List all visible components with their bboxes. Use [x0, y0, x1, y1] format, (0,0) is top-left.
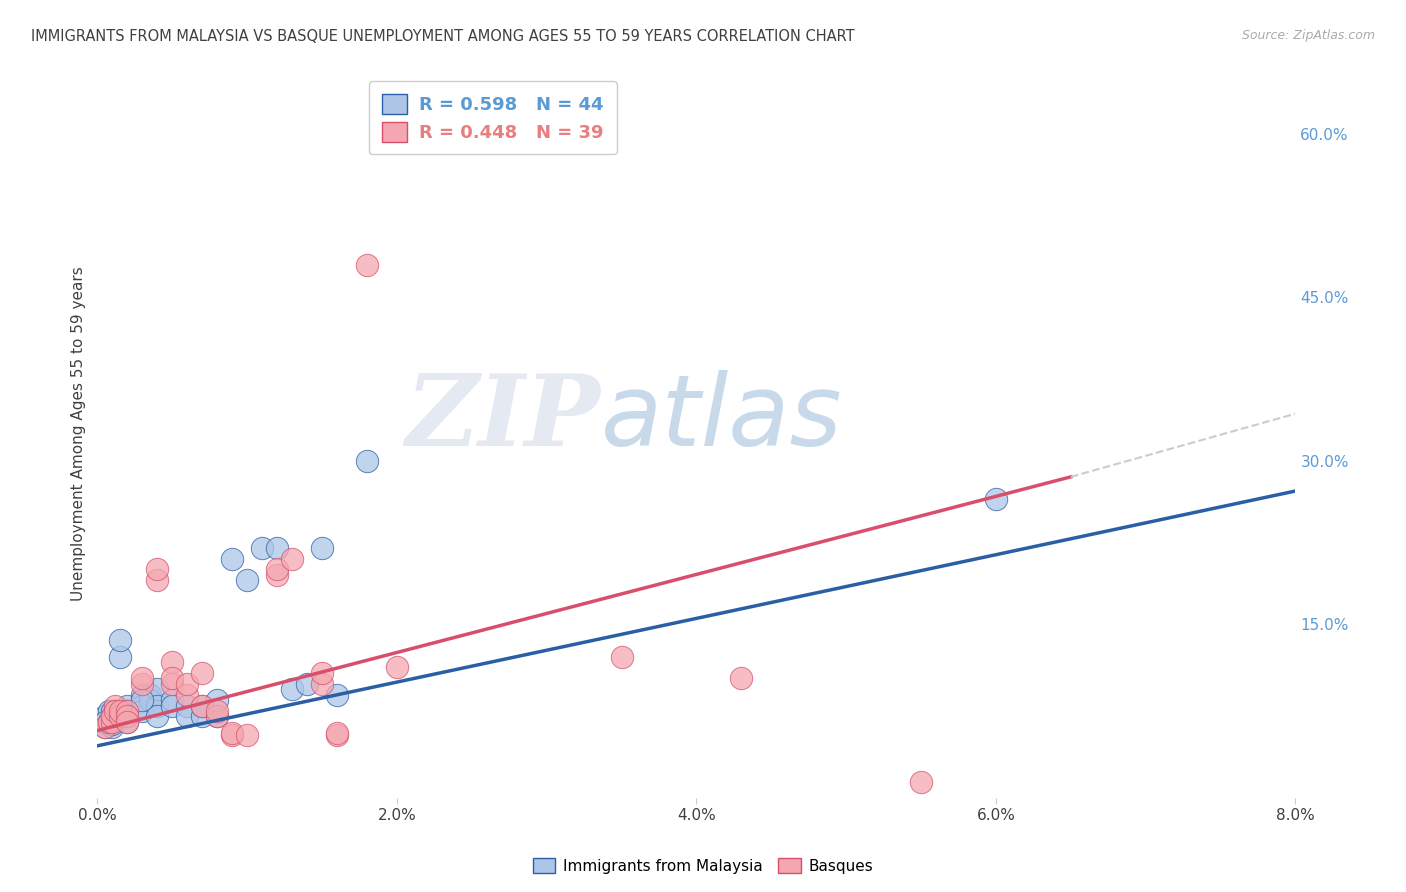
Point — [117, 714, 139, 729]
Point — [101, 720, 124, 734]
Point — [191, 698, 214, 713]
Point — [311, 677, 333, 691]
Point — [117, 704, 139, 718]
Point — [146, 698, 169, 713]
Point — [117, 714, 139, 729]
Point — [236, 574, 259, 588]
Point — [266, 541, 288, 555]
Point — [205, 693, 228, 707]
Point — [139, 693, 162, 707]
Point — [356, 258, 378, 272]
Point — [356, 453, 378, 467]
Point — [730, 671, 752, 685]
Legend: R = 0.598   N = 44, R = 0.448   N = 39: R = 0.598 N = 44, R = 0.448 N = 39 — [368, 81, 617, 154]
Point — [160, 698, 183, 713]
Point — [910, 774, 932, 789]
Point — [385, 660, 408, 674]
Point — [94, 709, 117, 723]
Point — [108, 649, 131, 664]
Point — [326, 725, 349, 739]
Point — [221, 725, 243, 739]
Point — [131, 688, 153, 702]
Point — [146, 682, 169, 697]
Point — [117, 698, 139, 713]
Point — [176, 688, 198, 702]
Point — [266, 562, 288, 576]
Point — [236, 728, 259, 742]
Text: Source: ZipAtlas.com: Source: ZipAtlas.com — [1241, 29, 1375, 42]
Point — [205, 709, 228, 723]
Point — [160, 671, 183, 685]
Point — [221, 728, 243, 742]
Point — [160, 655, 183, 669]
Point — [281, 682, 304, 697]
Text: atlas: atlas — [600, 370, 842, 467]
Point — [94, 720, 117, 734]
Point — [221, 551, 243, 566]
Point — [176, 677, 198, 691]
Point — [326, 728, 349, 742]
Point — [98, 714, 121, 729]
Point — [108, 633, 131, 648]
Point — [205, 704, 228, 718]
Point — [205, 709, 228, 723]
Point — [117, 709, 139, 723]
Point — [101, 709, 124, 723]
Point — [104, 709, 127, 723]
Point — [101, 714, 124, 729]
Point — [98, 714, 121, 729]
Point — [984, 491, 1007, 506]
Point — [108, 704, 131, 718]
Point — [146, 562, 169, 576]
Point — [131, 693, 153, 707]
Point — [101, 704, 124, 718]
Point — [108, 709, 131, 723]
Point — [131, 677, 153, 691]
Point — [311, 541, 333, 555]
Point — [160, 677, 183, 691]
Point — [191, 709, 214, 723]
Text: ZIP: ZIP — [405, 370, 600, 467]
Point — [101, 717, 124, 731]
Point — [139, 688, 162, 702]
Point — [281, 551, 304, 566]
Text: IMMIGRANTS FROM MALAYSIA VS BASQUE UNEMPLOYMENT AMONG AGES 55 TO 59 YEARS CORREL: IMMIGRANTS FROM MALAYSIA VS BASQUE UNEMP… — [31, 29, 855, 44]
Point — [131, 704, 153, 718]
Point — [176, 709, 198, 723]
Point — [266, 567, 288, 582]
Point — [104, 704, 127, 718]
Point — [94, 714, 117, 729]
Legend: Immigrants from Malaysia, Basques: Immigrants from Malaysia, Basques — [526, 852, 880, 880]
Point — [311, 665, 333, 680]
Point — [117, 704, 139, 718]
Point — [131, 671, 153, 685]
Point — [191, 698, 214, 713]
Point — [146, 574, 169, 588]
Y-axis label: Unemployment Among Ages 55 to 59 years: Unemployment Among Ages 55 to 59 years — [72, 266, 86, 600]
Point — [176, 698, 198, 713]
Point — [94, 720, 117, 734]
Point — [104, 698, 127, 713]
Point — [117, 709, 139, 723]
Point — [131, 698, 153, 713]
Point — [191, 665, 214, 680]
Point — [104, 704, 127, 718]
Point — [101, 714, 124, 729]
Point — [610, 649, 633, 664]
Point — [98, 704, 121, 718]
Point — [295, 677, 318, 691]
Point — [326, 688, 349, 702]
Point — [250, 541, 273, 555]
Point — [146, 709, 169, 723]
Point — [160, 693, 183, 707]
